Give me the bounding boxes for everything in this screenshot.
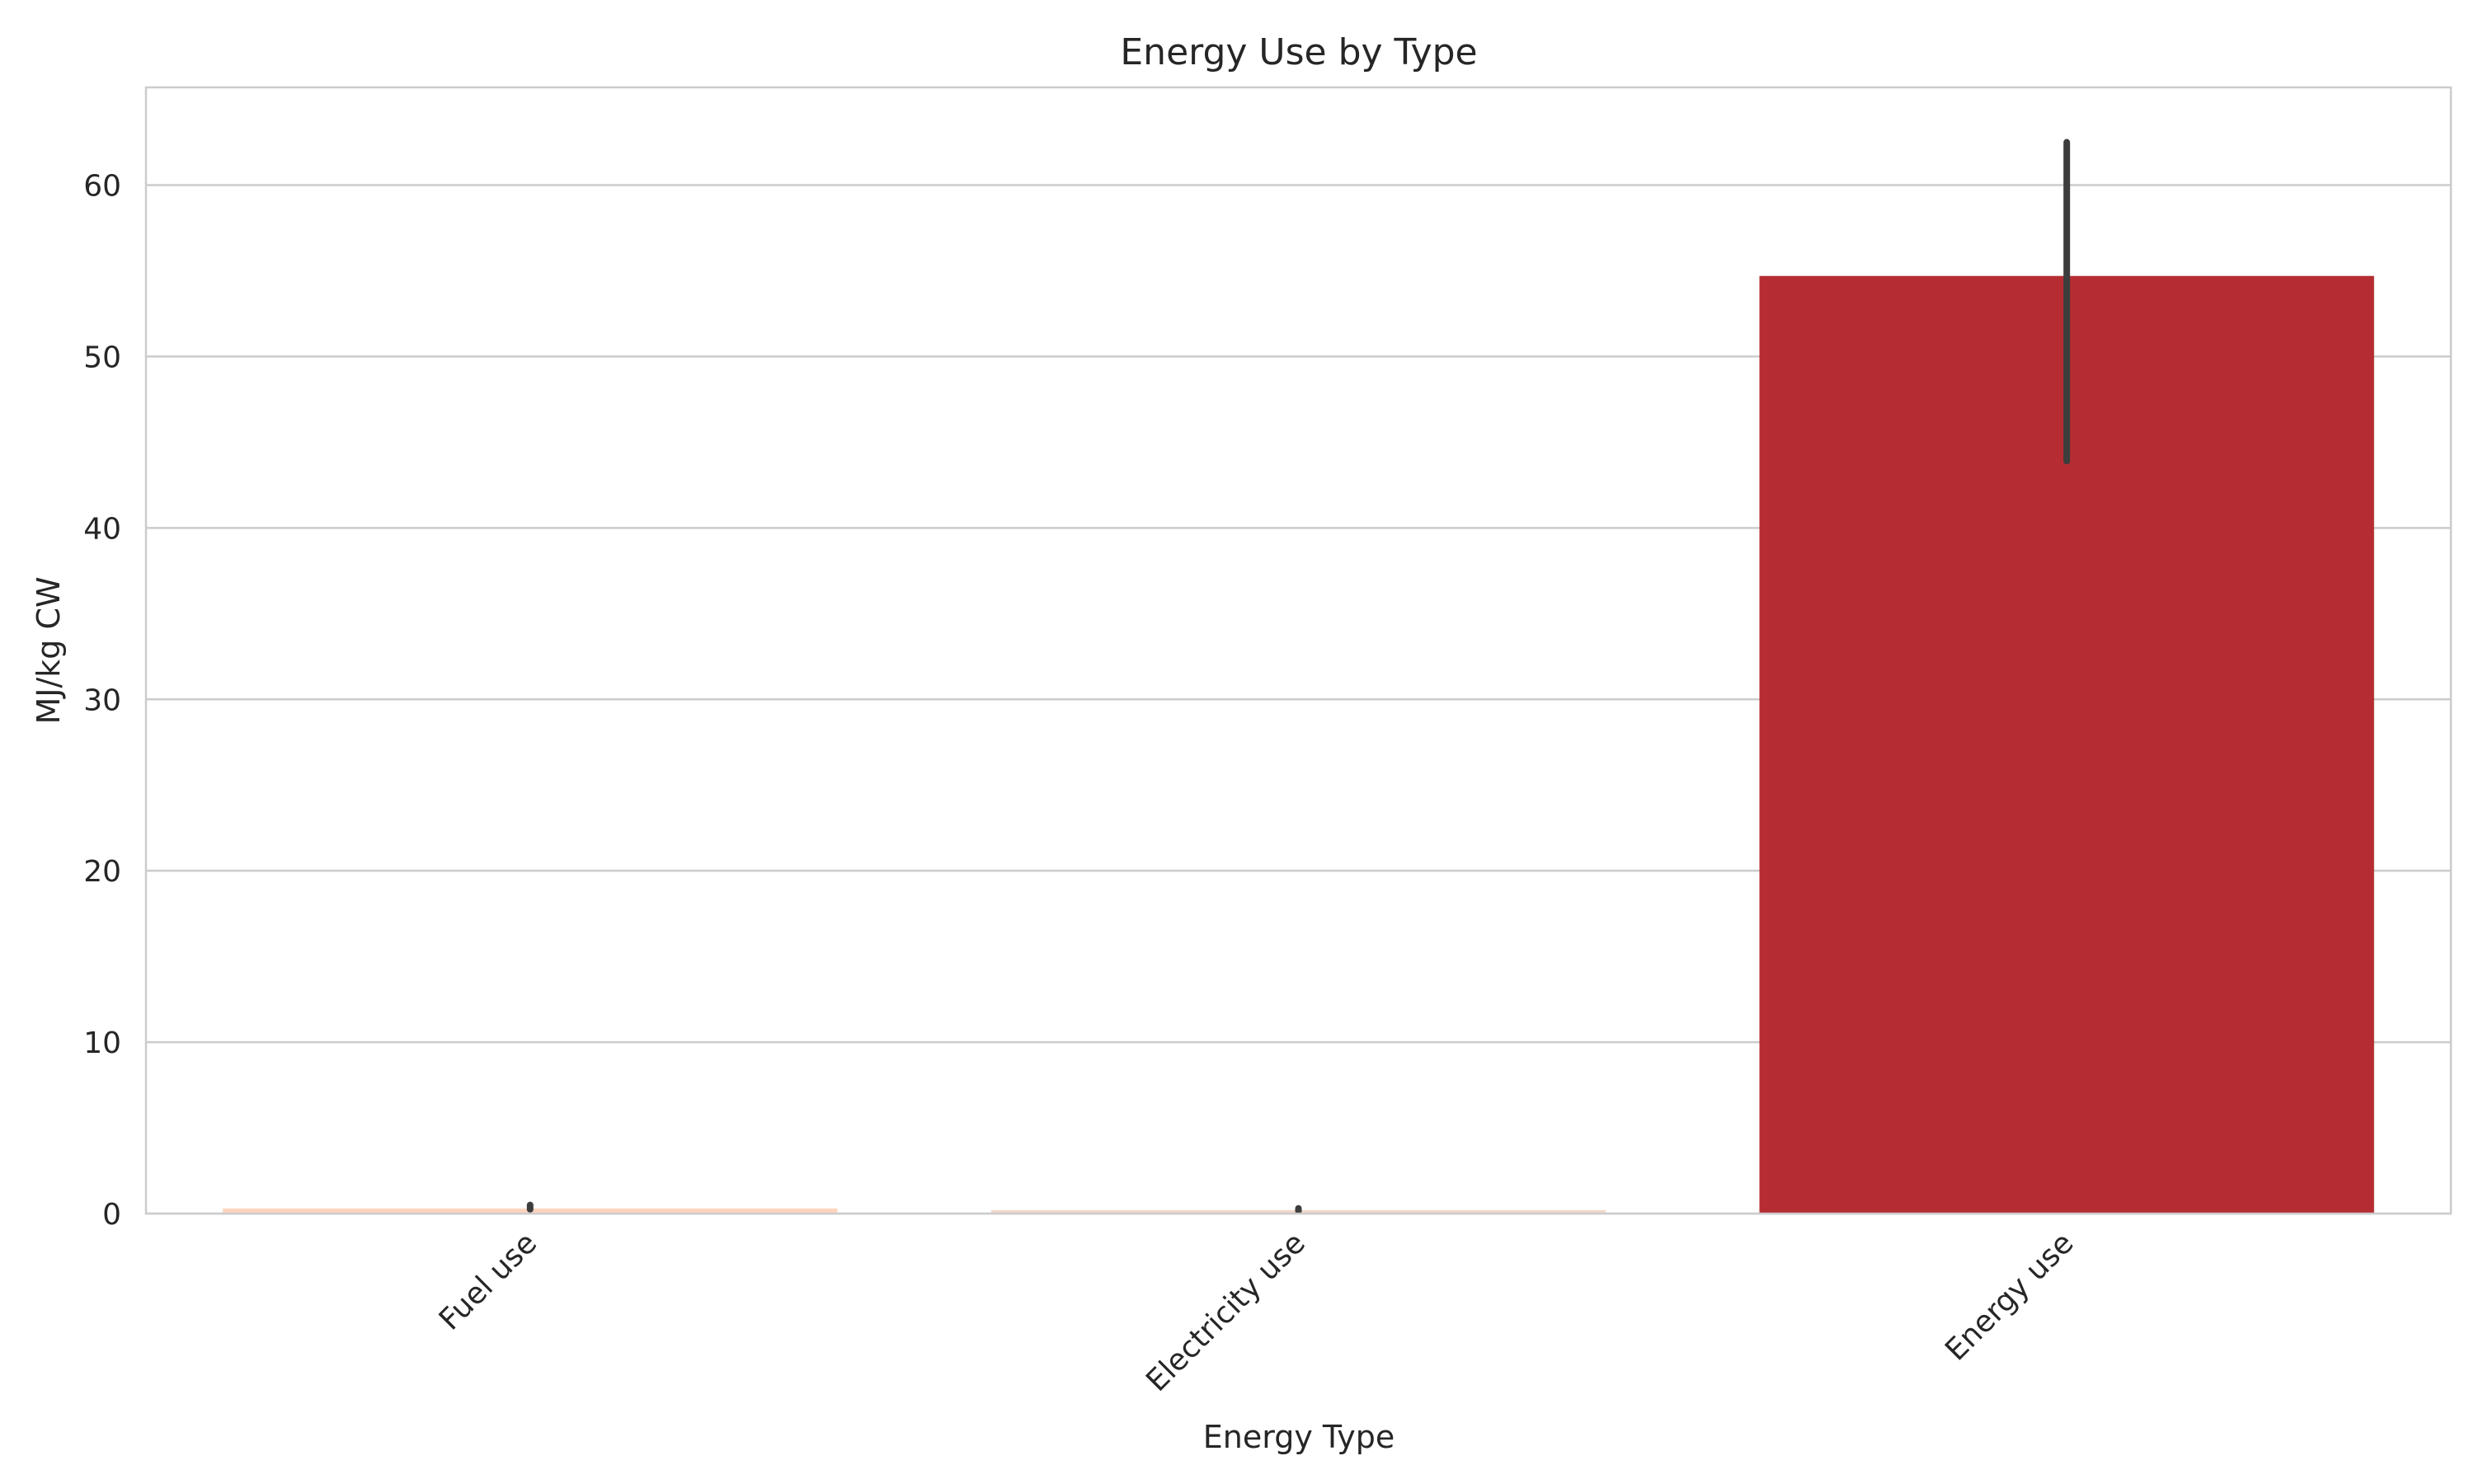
- y-tick-label: 30: [83, 683, 121, 717]
- y-tick-labels: 0 10 20 30 40 50 60: [83, 170, 121, 1232]
- x-axis-label: Energy Type: [1203, 1419, 1395, 1455]
- y-tick-label: 10: [83, 1026, 121, 1060]
- error-bars: [526, 139, 2071, 1214]
- y-tick-label: 0: [102, 1198, 121, 1232]
- y-tick-label: 40: [83, 512, 121, 546]
- axes-frame: [144, 86, 2453, 1215]
- y-tick-label: 60: [83, 170, 121, 204]
- y-tick-label: 50: [83, 340, 121, 374]
- y-tick-label: 20: [83, 855, 121, 889]
- y-axis-label: MJ/kg CW: [31, 576, 67, 724]
- chart-title: Energy Use by Type: [1120, 31, 1477, 73]
